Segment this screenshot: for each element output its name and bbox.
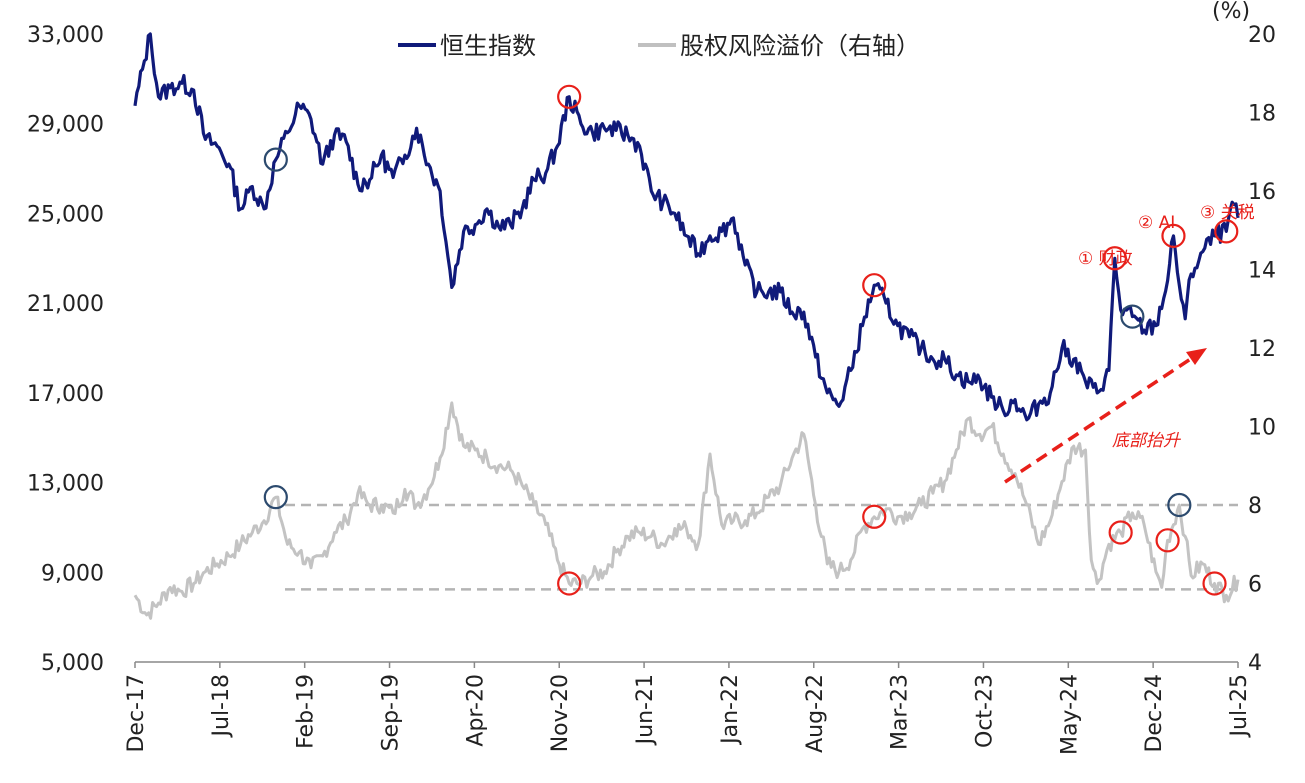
x-tick-label: Sep-19 xyxy=(379,674,404,751)
left-tick-label: 17,000 xyxy=(27,382,104,407)
annotation-ai: ② AI xyxy=(1138,213,1175,233)
x-tick-label: Jul-18 xyxy=(209,674,234,738)
right-tick-label: 20 xyxy=(1248,23,1276,48)
left-axis-ticks: 33,000 29,000 25,000 21,000 17,000 13,000 9,00… xyxy=(27,23,104,676)
event-circle xyxy=(557,571,582,596)
legend-label-erp: 股权风险溢价（右轴） xyxy=(680,32,920,60)
x-tick-label: May-24 xyxy=(1057,674,1082,755)
right-tick-label: 12 xyxy=(1248,337,1276,362)
right-tick-label: 16 xyxy=(1248,180,1276,205)
series-line-hsi xyxy=(133,32,1240,422)
series-layer xyxy=(133,32,1240,620)
legend-label-hsi: 恒生指数 xyxy=(440,32,536,60)
left-tick-label: 13,000 xyxy=(27,472,104,497)
event-circle xyxy=(1108,520,1133,545)
event-circle xyxy=(1120,304,1145,329)
annotation-tariff: ③ 关税 xyxy=(1200,203,1255,223)
x-tick-label: Apr-20 xyxy=(463,674,488,747)
right-tick-label: 8 xyxy=(1248,494,1262,519)
x-tick-label: Oct-23 xyxy=(972,674,997,748)
left-tick-label: 25,000 xyxy=(27,202,104,227)
left-tick-label: 29,000 xyxy=(27,113,104,138)
left-tick-label: 21,000 xyxy=(27,292,104,317)
left-tick-label: 33,000 xyxy=(27,23,104,48)
rising-arrow xyxy=(1004,348,1207,484)
x-tick-label: Jan-22 xyxy=(718,674,743,746)
event-circles xyxy=(263,84,1239,596)
event-circle xyxy=(1102,246,1127,271)
event-circle xyxy=(862,273,887,298)
x-tick-label: Aug-22 xyxy=(803,674,828,753)
series-line-erp xyxy=(133,401,1240,620)
annotation-fiscal: ① 财政 xyxy=(1078,249,1133,269)
right-tick-label: 6 xyxy=(1248,573,1262,598)
x-tick-label: Dec-24 xyxy=(1142,674,1167,753)
x-tick-label: Jun-21 xyxy=(633,674,658,746)
left-tick-label: 9,000 xyxy=(41,561,104,586)
right-axis-ticks: 20 18 16 14 12 10 8 6 4 xyxy=(1248,23,1276,676)
event-circle xyxy=(1214,219,1239,244)
event-circle xyxy=(1167,492,1192,518)
legend: 恒生指数 股权风险溢价（右轴） xyxy=(398,32,920,60)
event-circle xyxy=(557,84,582,109)
annotations: ① 财政 ② AI ③ 关税 底部抬升 xyxy=(1004,203,1255,484)
right-tick-label: 10 xyxy=(1248,416,1276,441)
right-tick-label: 4 xyxy=(1248,651,1262,676)
x-tick-label: Dec-17 xyxy=(124,674,149,753)
right-tick-label: 14 xyxy=(1248,259,1276,284)
event-circle xyxy=(1161,223,1186,248)
event-circle xyxy=(862,504,887,529)
event-circle xyxy=(1155,528,1180,553)
right-tick-label: 18 xyxy=(1248,102,1276,127)
x-tick-label: Jul-25 xyxy=(1227,674,1252,738)
event-circle xyxy=(263,485,288,510)
annotation-bottom-rising: 底部抬升 xyxy=(1112,431,1182,451)
x-tick-label: Nov-20 xyxy=(548,674,573,752)
left-tick-label: 5,000 xyxy=(41,651,104,676)
event-circle xyxy=(1202,571,1227,596)
x-tick-label: Mar-23 xyxy=(888,674,913,750)
x-axis: Dec-17 Jul-18 Feb-19 Sep-19 Apr-20 Nov-20 Jun-… xyxy=(124,661,1252,755)
right-axis-unit-label: (%) xyxy=(1212,0,1250,24)
event-circle xyxy=(263,147,288,172)
x-tick-label: Feb-19 xyxy=(294,674,319,749)
